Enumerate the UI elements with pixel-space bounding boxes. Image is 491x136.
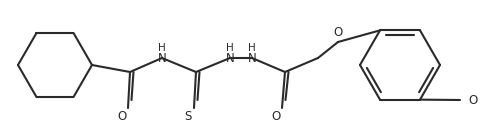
Text: H: H [158, 43, 166, 53]
Text: N: N [226, 52, 234, 64]
Text: N: N [158, 52, 166, 64]
Text: N: N [247, 52, 256, 64]
Text: S: S [184, 109, 191, 123]
Text: O: O [117, 109, 127, 123]
Text: O: O [468, 94, 477, 106]
Text: H: H [248, 43, 256, 53]
Text: H: H [226, 43, 234, 53]
Text: O: O [272, 109, 281, 123]
Text: O: O [333, 26, 343, 38]
